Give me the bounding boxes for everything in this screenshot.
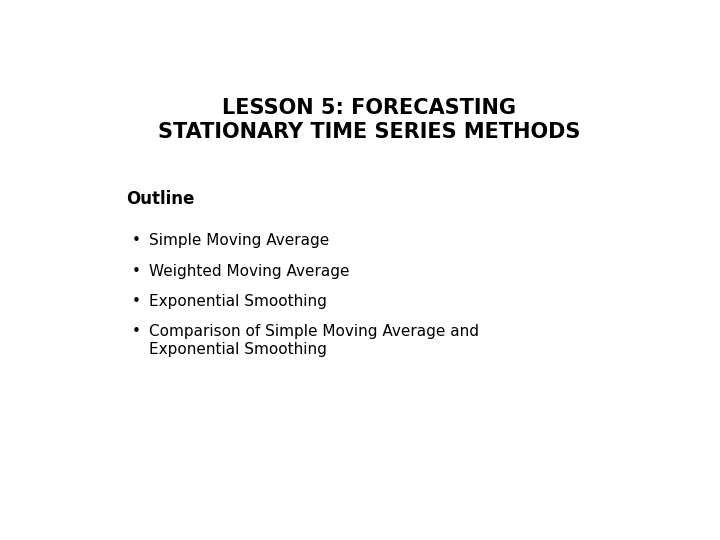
Text: Outline: Outline [126,190,194,207]
Text: LESSON 5: FORECASTING
STATIONARY TIME SERIES METHODS: LESSON 5: FORECASTING STATIONARY TIME SE… [158,98,580,142]
Text: Simple Moving Average: Simple Moving Average [148,233,329,248]
Text: •: • [132,324,140,339]
Text: Comparison of Simple Moving Average and
Exponential Smoothing: Comparison of Simple Moving Average and … [148,324,479,356]
Text: •: • [132,264,140,279]
Text: •: • [132,233,140,248]
Text: •: • [132,294,140,309]
Text: Exponential Smoothing: Exponential Smoothing [148,294,326,309]
Text: Weighted Moving Average: Weighted Moving Average [148,264,349,279]
